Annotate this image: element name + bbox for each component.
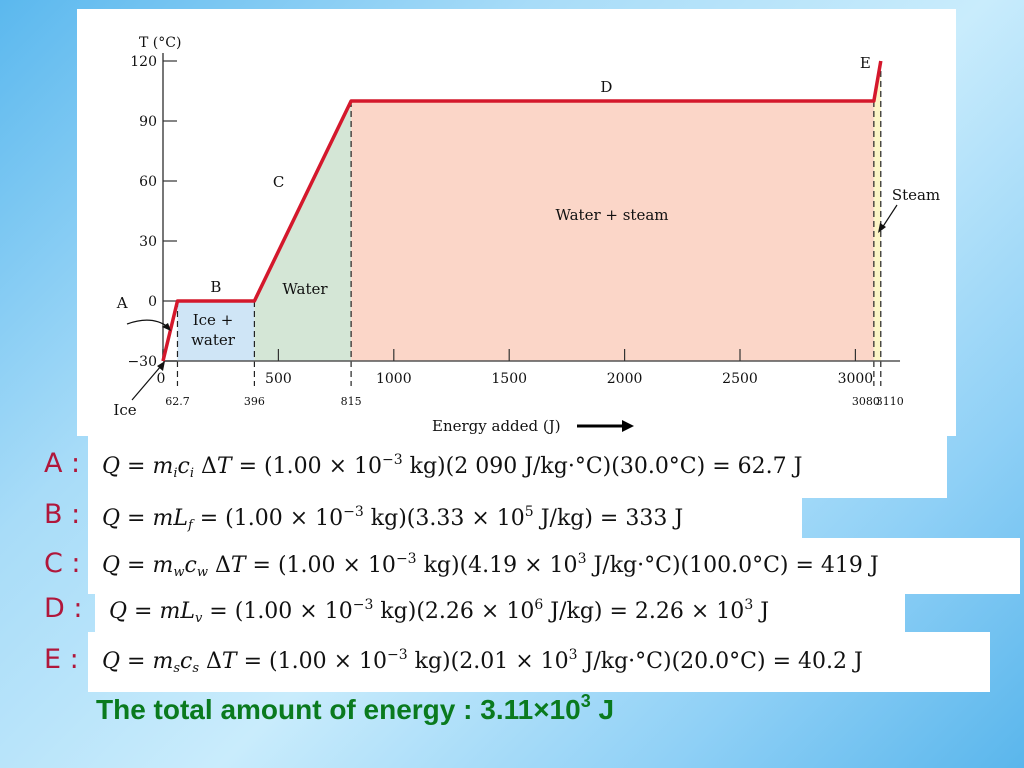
segment-label-b: B: [210, 278, 221, 296]
equation-c: Q = mwcw ΔT = (1.00 × 10−3 kg)(4.19 × 10…: [88, 538, 1020, 594]
y-tick-label: 30: [139, 234, 157, 250]
marker-value-label: 396: [244, 395, 265, 408]
region-label-ice-water-2: water: [191, 331, 236, 349]
heating-curve: [161, 60, 883, 362]
region-label-ice: Ice: [113, 401, 136, 419]
equation-e: Q = mscs ΔT = (1.00 × 10−3 kg)(2.01 × 10…: [88, 632, 990, 692]
eq-label-d: D :: [44, 593, 83, 624]
x-tick-label: 2500: [722, 371, 758, 387]
segment-a-pointer-head: [162, 323, 171, 331]
ice-pointer: [131, 365, 162, 401]
x-tick-label: 1500: [491, 371, 527, 387]
y-tick-label: 60: [139, 174, 157, 190]
region-label-water: Water: [282, 280, 328, 298]
marker-value-label: 3080: [852, 395, 880, 408]
eq-label-c: C :: [44, 548, 81, 579]
equation-a: Q = mici ΔT = (1.00 × 10−3 kg)(2 090 J/k…: [88, 436, 947, 498]
eq-label-a: A :: [44, 448, 81, 479]
phase-change-chart: −30 0 30 60 90 120 T (°C) 0 500 1000 1500 2000 2500 3…: [77, 9, 956, 436]
segment-label-e: E: [860, 54, 871, 72]
y-tick-label: 120: [130, 54, 157, 70]
region-water-steam: [351, 101, 874, 361]
x-tick-label: 1000: [376, 371, 412, 387]
steam-pointer-head: [878, 223, 886, 233]
x-tick-label: 0: [157, 371, 166, 387]
segment-label-d: D: [600, 78, 612, 96]
x-tick-label: 3000: [838, 371, 874, 387]
total-exponent: 3: [580, 691, 591, 711]
equation-b: Q = mLf = (1.00 × 10−3 kg)(3.33 × 105 J/…: [88, 498, 802, 540]
y-tick-label: 0: [148, 294, 157, 310]
marker-value-label: 62.7: [165, 395, 190, 408]
y-axis-label: T (°C): [139, 35, 181, 51]
eq-label-e: E :: [44, 644, 79, 675]
total-unit: J: [598, 694, 615, 725]
region-label-ice-water-1: Ice +: [193, 311, 234, 329]
segment-a-pointer: [126, 319, 169, 328]
total-value: 3.11×10: [480, 694, 581, 725]
eq-label-b: B :: [44, 499, 81, 530]
x-tick-label: 500: [265, 371, 292, 387]
y-tick-label: 90: [139, 114, 157, 130]
steam-pointer: [881, 204, 898, 229]
total-energy: The total amount of energy : 3.11×103 J: [96, 691, 615, 726]
marker-value-label: 3110: [876, 395, 904, 408]
region-ice-water: [177, 301, 255, 361]
total-label: The total amount of energy :: [96, 694, 473, 725]
equation-d: Q = mLv = (1.00 × 10−3 kg)(2.26 × 106 J/…: [95, 592, 905, 632]
segment-label-a: A: [116, 294, 128, 312]
ice-pointer-head: [157, 361, 165, 371]
x-axis-arrow-head: [622, 420, 634, 432]
region-label-water-steam: Water + steam: [555, 206, 668, 224]
x-axis-label: Energy added (J): [432, 417, 561, 435]
marker-value-label: 815: [341, 395, 362, 408]
region-label-steam: Steam: [892, 186, 940, 204]
y-tick-label: −30: [127, 354, 157, 370]
segment-label-c: C: [273, 173, 284, 191]
region-water: [254, 101, 352, 361]
region-steam: [873, 61, 881, 361]
x-tick-label: 2000: [607, 371, 643, 387]
